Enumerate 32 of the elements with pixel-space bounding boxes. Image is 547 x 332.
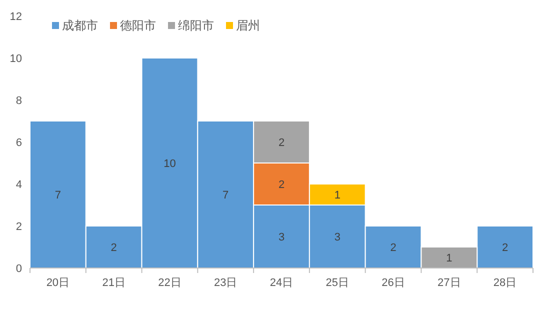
data-label: 1 xyxy=(334,190,340,202)
legend-label: 德阳市 xyxy=(120,18,156,32)
y-tick-label: 10 xyxy=(10,53,22,65)
x-tick-label: 24日 xyxy=(270,277,294,289)
y-tick-label: 0 xyxy=(16,263,22,275)
data-label: 1 xyxy=(446,252,452,264)
legend-label: 眉州 xyxy=(236,18,260,32)
x-tick-label: 22日 xyxy=(158,277,182,289)
data-label: 7 xyxy=(54,190,62,202)
y-tick-label: 8 xyxy=(16,95,22,107)
y-tick-label: 4 xyxy=(16,179,22,191)
x-tick-label: 20日 xyxy=(46,277,70,289)
data-label: 2 xyxy=(110,242,117,254)
x-tick-label: 21日 xyxy=(102,277,126,289)
data-label: 2 xyxy=(390,242,396,254)
x-tick-label: 23日 xyxy=(214,277,238,289)
data-label: 2 xyxy=(502,242,508,254)
data-label: 2 xyxy=(278,137,285,149)
data-label: 10 xyxy=(164,158,176,170)
x-tick-label: 25日 xyxy=(326,277,350,289)
x-tick-label: 26日 xyxy=(382,277,405,289)
x-tick-label: 28日 xyxy=(493,277,517,289)
x-tick-label: 27日 xyxy=(438,277,461,289)
data-label: 2 xyxy=(278,179,285,191)
data-label: 3 xyxy=(334,232,340,244)
y-tick-label: 12 xyxy=(10,11,22,23)
data-label: 7 xyxy=(222,190,229,202)
y-tick-label: 6 xyxy=(16,137,22,149)
legend-label: 绵阳市 xyxy=(178,18,214,32)
y-tick-label: 2 xyxy=(16,221,22,233)
data-label: 3 xyxy=(278,232,285,244)
legend-label: 成都市 xyxy=(62,18,98,32)
